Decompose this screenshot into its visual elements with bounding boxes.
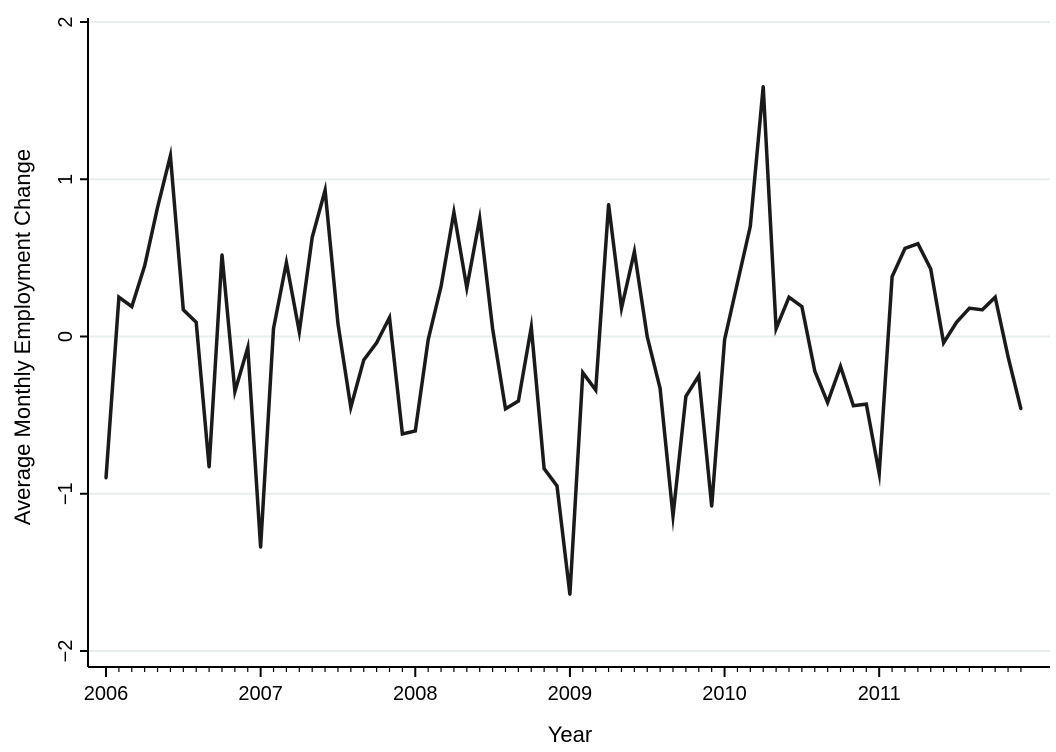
x-tick-label: 2008 (393, 683, 438, 705)
data-point (246, 346, 250, 349)
data-point (400, 432, 404, 436)
data-point (620, 306, 623, 310)
data-point (272, 327, 275, 331)
data-point (877, 471, 881, 475)
data-point (117, 295, 121, 299)
data-point (774, 327, 778, 331)
data-point (890, 275, 894, 279)
x-tick-label: 2009 (548, 683, 593, 705)
data-point (143, 264, 147, 268)
data-point (645, 335, 649, 338)
data-point (194, 320, 198, 324)
data-point (929, 267, 933, 271)
data-point (684, 394, 688, 398)
data-point (413, 429, 417, 433)
data-point (723, 338, 727, 342)
data-point (426, 338, 430, 342)
data-point (130, 305, 134, 309)
data-point (864, 402, 868, 406)
y-tick-label: 0 (55, 331, 77, 342)
data-point (787, 295, 791, 299)
data-point (1019, 407, 1023, 411)
data-point (980, 308, 984, 312)
data-point (181, 308, 185, 312)
axes: 2 1 0 −1 −2 2006 2007 2008 2009 2010 2011 (55, 16, 1050, 705)
data-point (323, 188, 327, 192)
data-point (555, 484, 559, 488)
x-tick-label: 2007 (238, 683, 283, 705)
data-point (104, 476, 108, 480)
data-point (465, 286, 469, 290)
data-point (568, 592, 572, 596)
x-tick-label: 2010 (702, 683, 747, 705)
data-point (529, 325, 533, 329)
data-point (452, 210, 456, 214)
data-point (491, 327, 495, 331)
data-point (761, 85, 765, 88)
data-point (233, 390, 237, 393)
data-point (813, 369, 817, 373)
data-point (697, 374, 701, 378)
data-point (310, 235, 314, 239)
y-tick-label: −2 (55, 640, 77, 663)
data-point (839, 364, 842, 368)
data-point (993, 295, 997, 299)
x-tick-label: 2006 (84, 683, 129, 705)
data-point (632, 250, 636, 254)
data-point (942, 341, 946, 345)
data-series (104, 85, 1023, 596)
y-tick-label: 2 (55, 16, 77, 27)
data-point (748, 224, 752, 228)
data-point (362, 358, 366, 362)
data-point (542, 467, 546, 471)
data-point (800, 305, 804, 309)
data-point (284, 261, 288, 265)
data-point (220, 253, 224, 257)
data-point (504, 407, 507, 411)
data-point (967, 306, 971, 310)
series-line (104, 86, 1023, 595)
gridlines (88, 21, 1050, 652)
data-point (903, 246, 907, 250)
data-point (388, 316, 391, 320)
data-point (735, 281, 739, 285)
data-point (671, 514, 675, 518)
x-tick-label: 2011 (858, 683, 901, 705)
data-point (1006, 355, 1010, 359)
data-point (916, 242, 920, 246)
data-point (658, 386, 662, 390)
data-point (710, 504, 714, 508)
data-point (581, 371, 585, 375)
data-point (375, 341, 379, 345)
y-axis-title: Average Monthly Employment Change (10, 149, 35, 525)
data-point (594, 388, 598, 392)
data-point (826, 401, 830, 404)
data-point (349, 405, 353, 409)
data-point (207, 465, 211, 469)
data-point (297, 330, 301, 334)
data-point (439, 284, 443, 288)
data-point (478, 217, 482, 221)
data-point (851, 404, 855, 408)
data-point (168, 154, 172, 158)
x-axis-title: Year (548, 722, 592, 747)
y-tick-label: −1 (55, 482, 77, 505)
data-point (516, 399, 520, 403)
data-point (607, 202, 611, 206)
y-tick-label: 1 (55, 174, 77, 185)
data-point (259, 545, 263, 549)
data-point (336, 322, 340, 326)
data-point (955, 320, 958, 324)
data-point (156, 206, 159, 210)
